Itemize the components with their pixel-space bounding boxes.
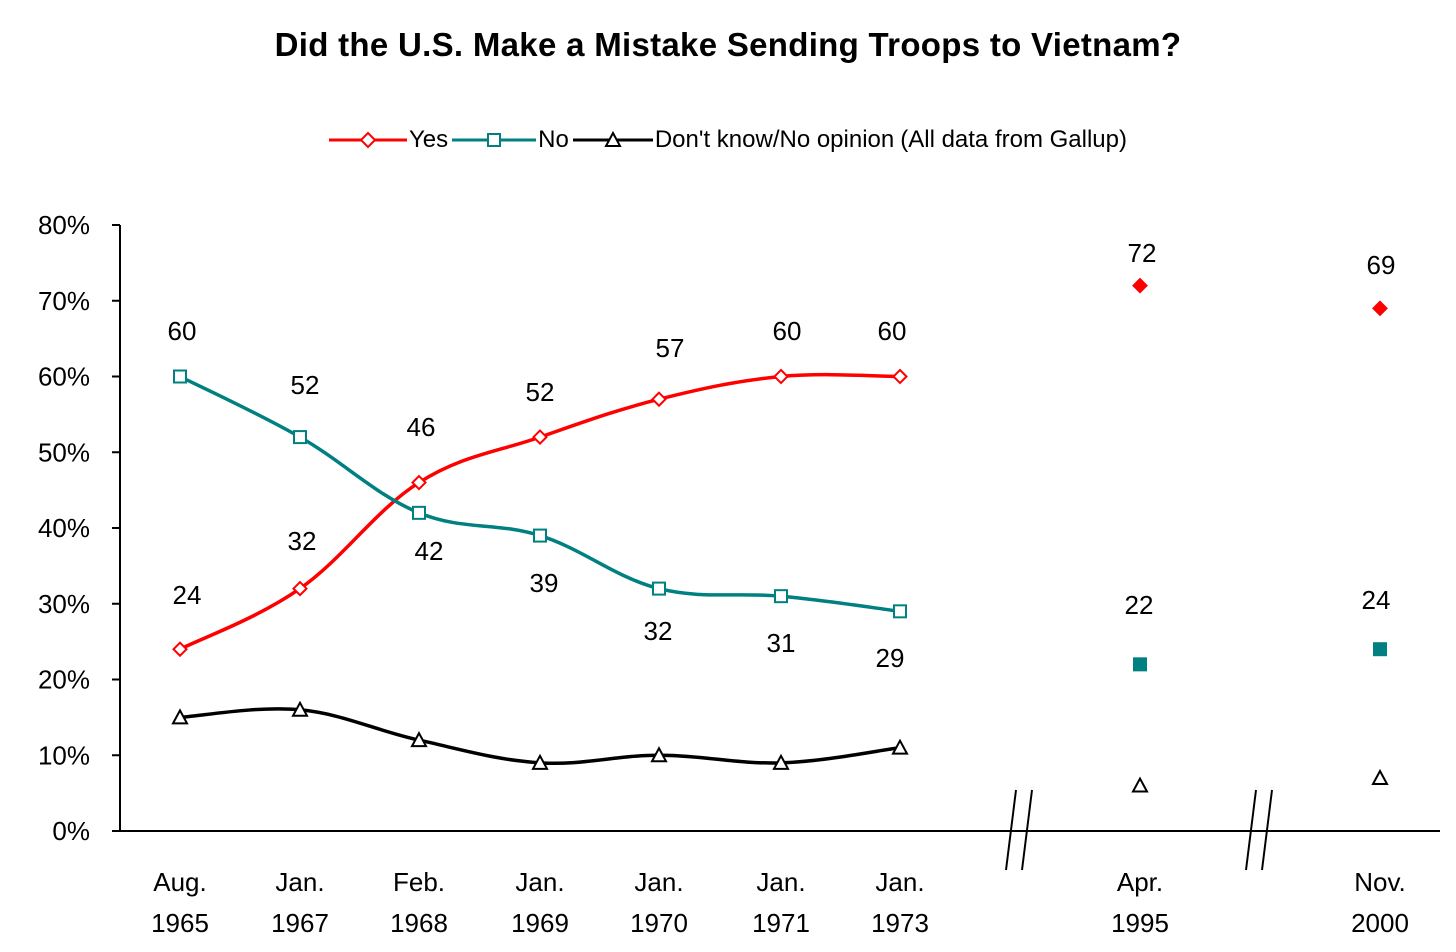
x-tick-label-month: Nov. [1354,867,1406,897]
x-tick-label-year: 2000 [1351,908,1409,938]
y-tick-label: 70% [38,286,90,316]
x-tick-label-month: Jan. [634,867,683,897]
x-tick-label-year: 1971 [752,908,810,938]
x-tick-label-month: Jan. [756,867,805,897]
data-point-dontknow [1371,768,1389,785]
data-point-no [173,369,187,384]
data-label-no: 24 [1362,585,1391,615]
data-label-yes: 60 [878,316,907,346]
data-label-yes: 46 [407,412,436,442]
legend-label-no: No [538,126,569,153]
x-tick-label-year: 1968 [390,908,448,938]
data-label-yes: 57 [656,333,685,363]
data-point-dontknow [410,730,428,748]
data-point-no [1133,657,1147,672]
legend-swatch-yes-icon [329,130,407,150]
data-point-dontknow [772,753,790,770]
data-point-yes [172,641,188,658]
y-tick-label: 30% [38,589,90,619]
data-point-dontknow [650,746,668,763]
legend-swatch-dontknow-icon [572,130,653,150]
data-point-yes [1372,300,1388,317]
axis-break-slash [1245,789,1257,871]
y-tick-label: 40% [38,513,90,543]
chart-title: Did the U.S. Make a Mistake Sending Troo… [274,26,1182,63]
x-tick-label-month: Apr. [1117,867,1163,897]
data-label-no: 39 [530,568,559,598]
data-label-yes: 60 [773,316,802,346]
data-point-no [652,581,666,596]
x-tick-label-year: 1973 [871,908,929,938]
data-point-dontknow [531,753,549,770]
axis-break-marker [1245,789,1273,871]
axis-break-slash [1005,789,1017,871]
x-tick-label-month: Jan. [515,867,564,897]
x-tick-label-month: Jan. [275,867,324,897]
x-tick-label-year: 1967 [271,908,329,938]
data-point-yes [892,368,908,385]
data-label-no: 60 [168,316,197,346]
data-point-yes [773,368,789,385]
data-label-no: 52 [291,370,320,400]
data-label-yes: 32 [288,526,317,556]
y-tick-label: 20% [38,665,90,695]
legend: Yes No Don't know/No opinion (All data f… [0,126,1456,154]
x-tick-label-month: Feb. [393,867,445,897]
data-point-dontknow [291,700,309,717]
series-line-yes [179,372,901,651]
data-point-no [293,430,307,445]
legend-label-dontknow: Don't know/No opinion [654,126,895,153]
data-point-no [774,589,788,604]
y-tick-label: 60% [38,362,90,392]
data-point-dontknow [171,708,189,725]
data-label-no: 31 [767,628,796,658]
y-tick-label: 80% [38,210,90,240]
data-point-dontknow [1131,776,1149,793]
data-label-yes: 72 [1128,238,1157,268]
data-label-no: 29 [876,643,905,673]
legend-item-yes: Yes [329,126,448,154]
axis-break-marker [1005,789,1033,871]
legend-item-dontknow: Don't know/No opinion (All data from Gal… [572,126,1127,154]
x-tick-label-month: Jan. [875,867,924,897]
x-tick-label-year: 1995 [1111,908,1169,938]
data-point-yes [411,474,427,491]
x-tick-label-month: Aug. [153,867,207,897]
data-label-no: 42 [415,536,444,566]
data-point-no [893,604,907,619]
axis-break-slash [1261,789,1273,871]
axis-break-slash [1021,789,1033,871]
y-tick-label: 0% [52,816,90,846]
data-label-yes: 52 [526,377,555,407]
legend-label-yes: Yes [409,126,449,153]
x-tick-label-year: 1970 [630,908,688,938]
x-tick-label-year: 1965 [151,908,209,938]
data-point-no [533,528,547,543]
y-tick-label: 50% [38,437,90,467]
data-label-yes: 24 [173,580,202,610]
data-label-yes: 69 [1367,250,1396,280]
data-point-yes [532,429,548,446]
legend-swatch-no-icon [452,130,537,150]
data-point-yes [1132,277,1148,294]
data-label-no: 32 [644,616,673,646]
data-label-no: 22 [1125,590,1154,620]
legend-source-note: (All data from Gallup) [900,126,1127,153]
x-tick-label-year: 1969 [511,908,569,938]
data-point-yes [292,580,308,597]
data-point-no [1373,642,1387,657]
data-point-dontknow [891,738,909,755]
data-point-yes [651,391,667,408]
y-tick-label: 10% [38,740,90,770]
data-point-no [412,505,426,520]
legend-item-no: No [452,126,569,154]
